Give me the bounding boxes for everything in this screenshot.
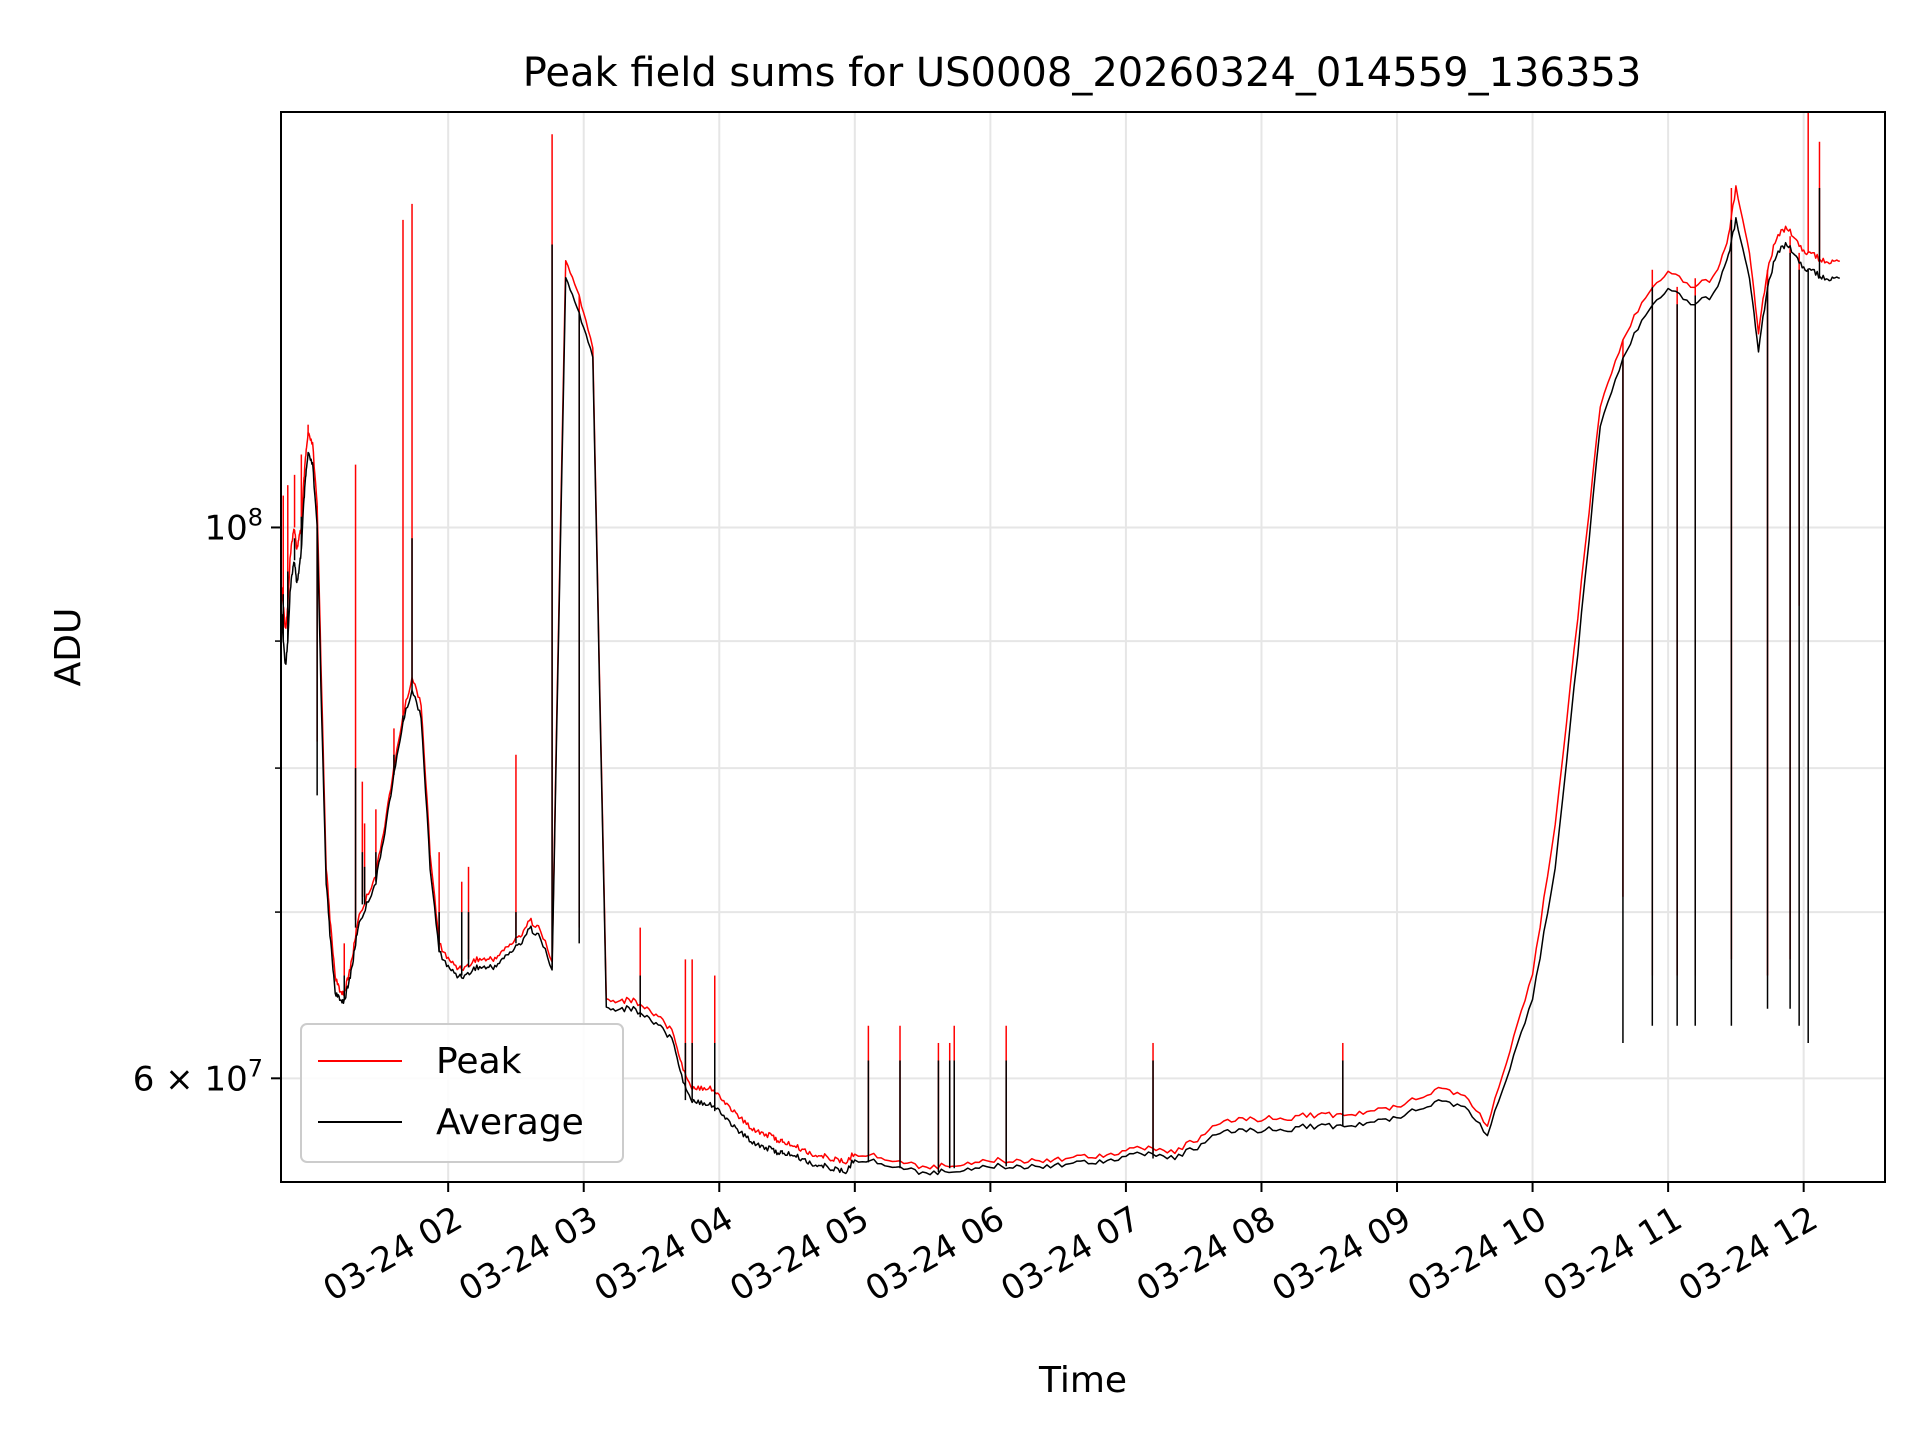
grid <box>281 112 1885 1182</box>
chart-title: Peak field sums for US0008_20260324_0145… <box>523 50 1642 96</box>
y-tick-label: 6 × 107 <box>133 1054 263 1099</box>
legend-box <box>300 1023 624 1163</box>
y-tick-exponent: 8 <box>248 503 263 531</box>
plot-frame <box>280 111 1886 1183</box>
x-axis-label: Time <box>1038 1360 1127 1401</box>
y-tick-exponent: 7 <box>248 1054 263 1082</box>
y-axis: 108 6 × 107 <box>133 503 281 1099</box>
y-axis-label: ADU <box>48 608 89 687</box>
y-tick-mantissa: 10 <box>204 508 247 548</box>
series-line-average <box>281 217 1840 1176</box>
series-line-peak <box>281 185 1840 1170</box>
y-tick-mantissa: 6 × 10 <box>133 1059 248 1099</box>
legend-label-average: Average <box>436 1102 584 1143</box>
plot-area <box>281 112 1840 1176</box>
legend: Peak Average <box>300 1023 624 1163</box>
y-tick-label: 108 <box>204 503 263 548</box>
legend-label-peak: Peak <box>436 1041 522 1082</box>
